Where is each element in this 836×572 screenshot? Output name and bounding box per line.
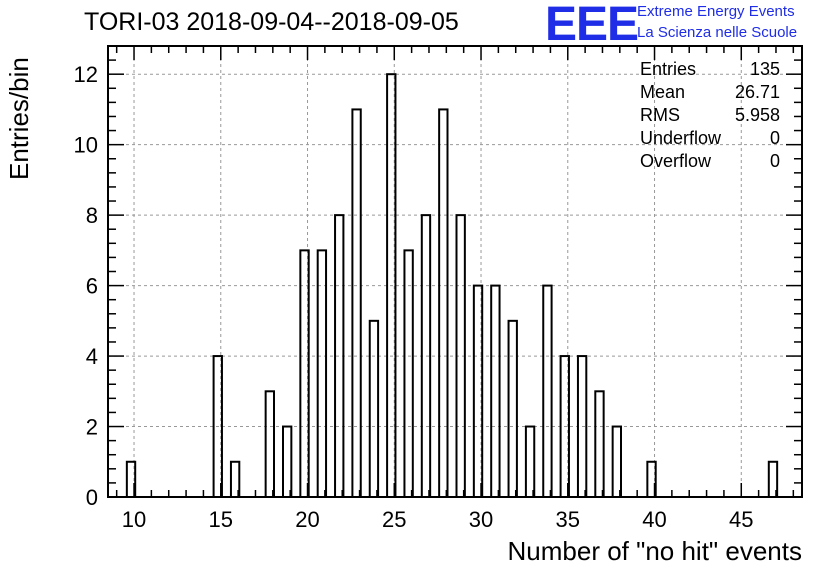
stat-label: Entries [640,59,697,79]
y-tick-label: 6 [86,274,98,299]
x-tick-label: 10 [122,507,146,532]
histogram-bar [542,284,553,498]
stats-box: Entries 135 Mean 26.71 RMS 5.958 Underfl… [640,58,780,173]
stat-label: Overflow [640,151,712,171]
plot-frame [107,45,803,498]
histogram-bar [490,284,501,498]
histogram-bar [611,425,623,498]
histogram-bar [316,249,328,498]
y-tick-label: 12 [74,62,98,87]
stat-overflow: Overflow 0 [640,150,780,173]
x-tick-label: 40 [642,507,666,532]
stat-underflow: Underflow 0 [640,127,780,150]
y-tick-label: 8 [86,203,98,228]
y-axis-label: Entries/bin [4,57,34,180]
stat-value: 26.71 [734,82,780,102]
histogram-bar [594,390,605,498]
histogram-bar [282,425,293,498]
y-tick-label: 4 [86,344,98,369]
stat-label: Underflow [640,128,722,148]
x-tick-label: 30 [469,507,493,532]
histogram-bar [403,249,414,498]
logo-tagline-1: Extreme Energy Events [637,3,795,20]
x-tick-label: 15 [209,507,233,532]
y-tick-label: 0 [86,485,98,510]
x-axis-label: Number of "no hit" events [507,536,803,566]
stat-rms: RMS 5.958 [640,104,780,127]
stat-label: Mean [640,82,686,102]
stat-value: 0 [769,151,780,171]
grid-lines [108,46,802,497]
x-tick-label: 35 [556,507,580,532]
stat-value: 5.958 [734,105,780,125]
stat-value: 135 [749,59,780,79]
histogram-bar [368,319,380,498]
histogram-bar [438,108,449,498]
y-tick-label: 2 [86,415,98,440]
histogram-bar [524,425,536,498]
stat-value: 0 [769,128,780,148]
eee-logo: EEE [545,0,639,51]
stat-mean: Mean 26.71 [640,81,780,104]
y-tick-label: 10 [74,133,98,158]
x-tick-label: 20 [295,507,319,532]
logo-tagline-2: La Scienza nelle Scuole [637,24,798,41]
eee-logo-text: EEE [545,0,639,51]
histogram-bar [507,319,518,498]
x-tick-label: 25 [382,507,406,532]
stat-entries: Entries 135 [640,58,780,81]
chart-title: TORI-03 2018-09-04--2018-09-05 [84,8,459,36]
stat-label: RMS [640,105,680,125]
tick-labels: 10 15 20 25 30 35 40 45 0 2 4 6 8 10 12 [74,62,754,532]
x-tick-label: 45 [729,507,753,532]
histogram-bar [351,108,362,498]
histogram-bar [264,390,275,498]
